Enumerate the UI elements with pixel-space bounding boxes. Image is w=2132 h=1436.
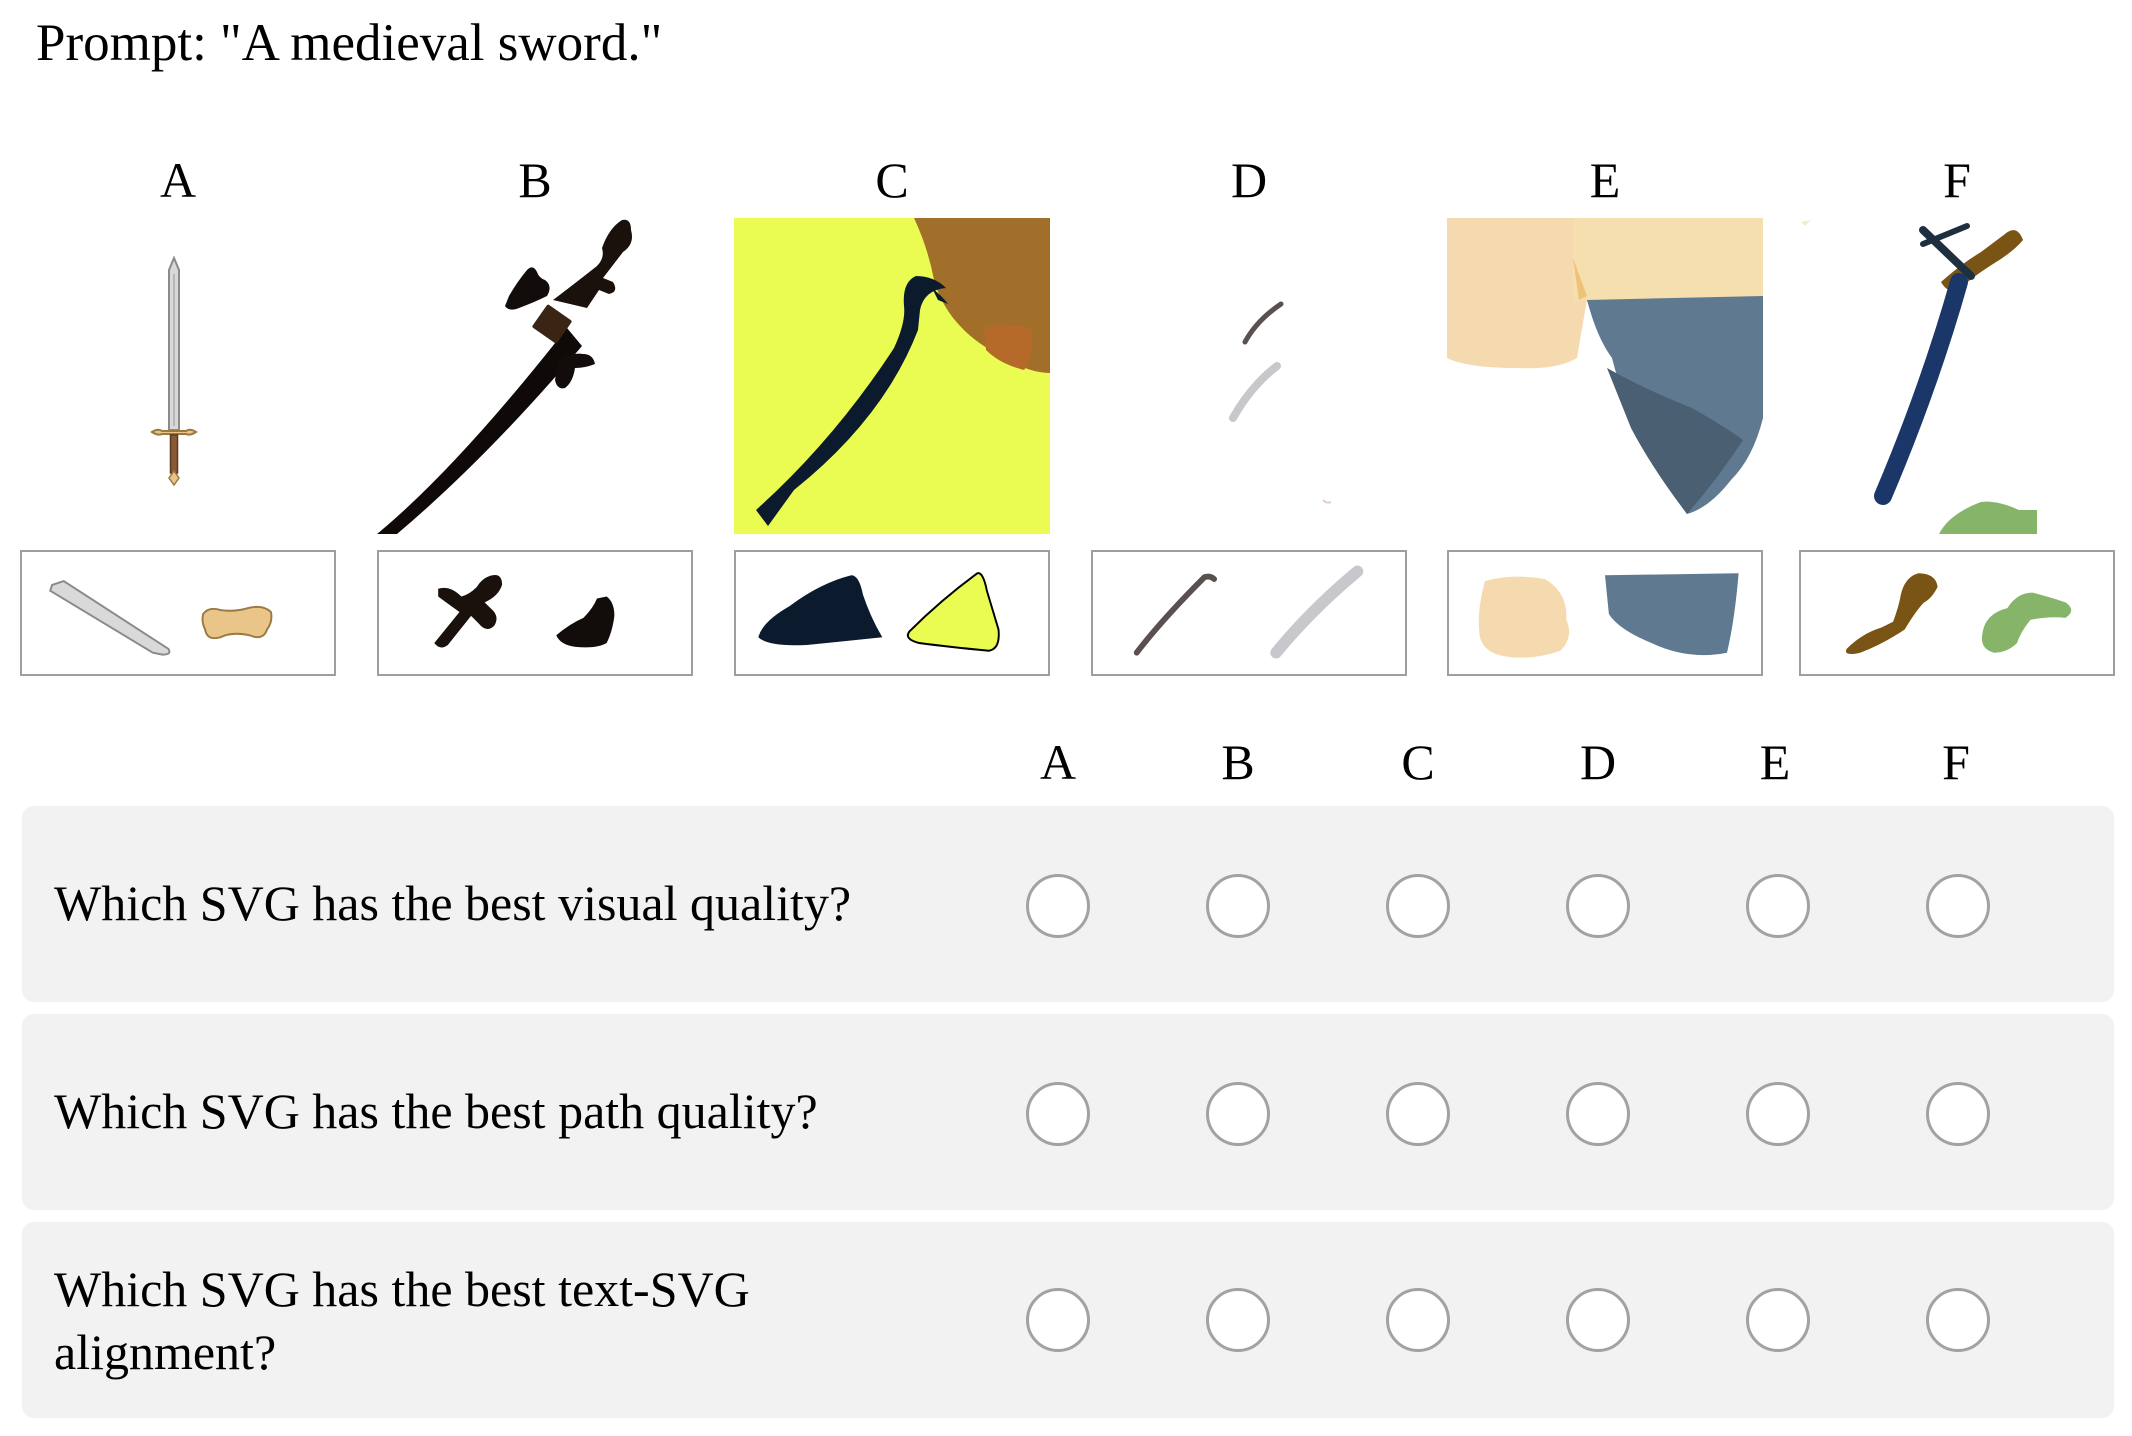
- option-label-f: F: [1943, 152, 1971, 208]
- svg-option-b-image: [377, 218, 693, 534]
- svg-option-c-parts: [734, 550, 1050, 676]
- question-row-visual-quality: Which SVG has the best visual quality?: [22, 806, 2114, 1002]
- radio-path-quality-d[interactable]: [1566, 1082, 1630, 1146]
- svg-option-f-parts: [1799, 550, 2115, 676]
- option-label-d: D: [1230, 152, 1268, 208]
- option-label-b: B: [518, 152, 552, 208]
- radio-visual-quality-f[interactable]: [1926, 874, 1990, 938]
- radio-visual-quality-a[interactable]: [1026, 874, 1090, 938]
- radio-path-quality-a[interactable]: [1026, 1082, 1090, 1146]
- radio-path-quality-c[interactable]: [1386, 1082, 1450, 1146]
- radio-alignment-e[interactable]: [1746, 1288, 1810, 1352]
- radio-visual-quality-c[interactable]: [1386, 874, 1450, 938]
- radio-visual-quality-e[interactable]: [1746, 874, 1810, 938]
- column-header-f: F: [1942, 734, 1970, 790]
- svg-option-c-image: [734, 218, 1050, 534]
- option-label-a: A: [159, 152, 197, 208]
- option-label-c: C: [875, 152, 909, 208]
- radio-path-quality-f[interactable]: [1926, 1082, 1990, 1146]
- question-row-path-quality: Which SVG has the best path quality?: [22, 1014, 2114, 1210]
- column-header-e: E: [1759, 734, 1791, 790]
- radio-path-quality-b[interactable]: [1206, 1082, 1270, 1146]
- radio-alignment-c[interactable]: [1386, 1288, 1450, 1352]
- radio-visual-quality-b[interactable]: [1206, 874, 1270, 938]
- column-header-d: D: [1579, 734, 1617, 790]
- column-header-b: B: [1221, 734, 1255, 790]
- svg-option-e-parts: [1447, 550, 1763, 676]
- prompt-text: Prompt: "A medieval sword.": [36, 14, 663, 72]
- svg-option-a-image: [20, 218, 336, 534]
- option-label-e: E: [1589, 152, 1621, 208]
- svg-option-d-image: [1091, 218, 1407, 534]
- svg-option-d-parts: [1091, 550, 1407, 676]
- question-text: Which SVG has the best visual quality?: [54, 875, 852, 931]
- radio-path-quality-e[interactable]: [1746, 1082, 1810, 1146]
- svg-option-b-parts: [377, 550, 693, 676]
- radio-visual-quality-d[interactable]: [1566, 874, 1630, 938]
- radio-alignment-d[interactable]: [1566, 1288, 1630, 1352]
- question-text: Which SVG has the best text-SVG alignmen…: [54, 1261, 750, 1380]
- radio-alignment-f[interactable]: [1926, 1288, 1990, 1352]
- radio-alignment-a[interactable]: [1026, 1288, 1090, 1352]
- question-text: Which SVG has the best path quality?: [54, 1083, 818, 1139]
- svg-option-a-parts: [20, 550, 336, 676]
- svg-option-f-image: [1799, 218, 2115, 534]
- column-header-c: C: [1401, 734, 1435, 790]
- column-header-a: A: [1039, 734, 1077, 790]
- radio-alignment-b[interactable]: [1206, 1288, 1270, 1352]
- svg-option-e-image: [1447, 218, 1763, 534]
- question-row-text-svg-alignment: Which SVG has the best text-SVG alignmen…: [22, 1222, 2114, 1418]
